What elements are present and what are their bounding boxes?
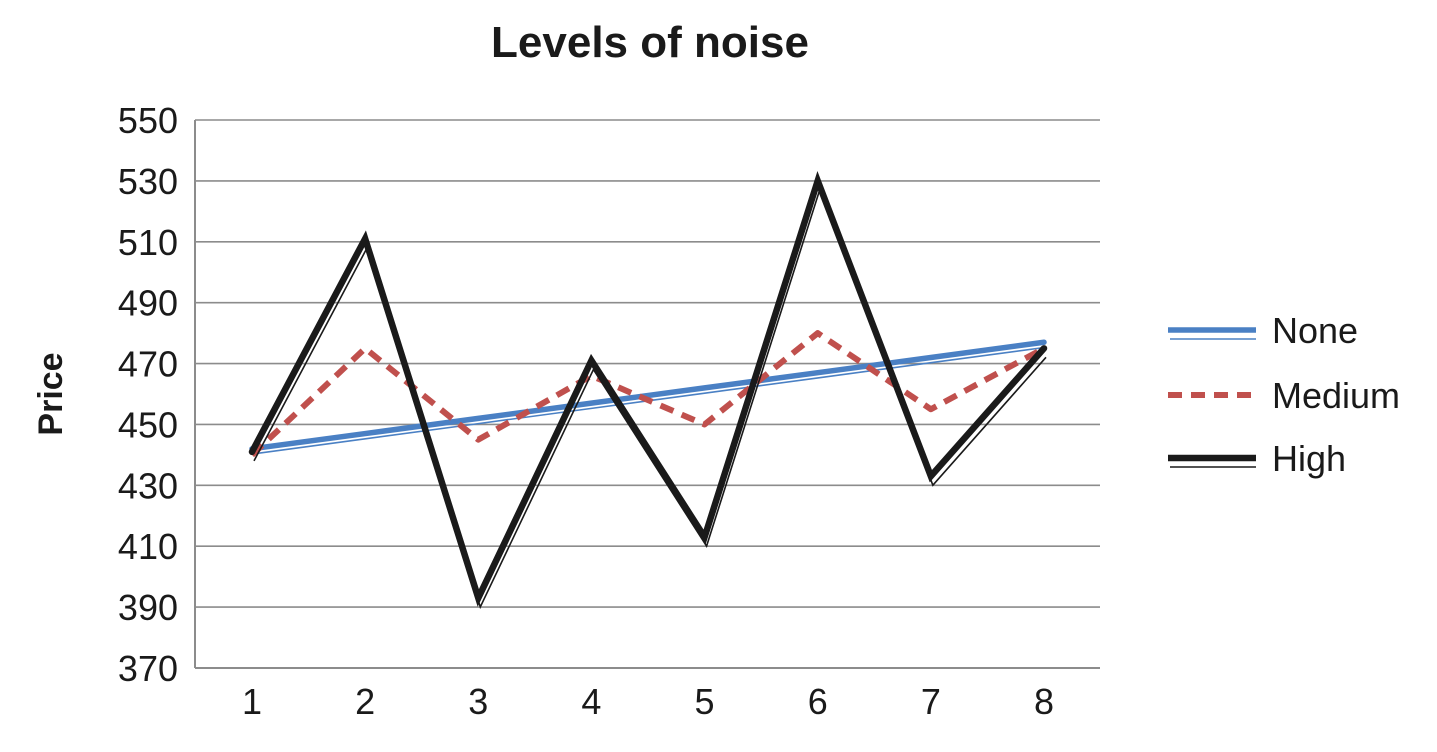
x-tick-label: 8 xyxy=(1034,681,1054,722)
x-tick-label: 1 xyxy=(242,681,262,722)
x-tick-label: 4 xyxy=(581,681,601,722)
y-tick-label: 390 xyxy=(118,587,178,628)
y-tick-label: 370 xyxy=(118,648,178,689)
legend-label-medium: Medium xyxy=(1272,375,1400,416)
y-axis-label: Price xyxy=(32,352,70,435)
y-tick-label: 490 xyxy=(118,283,178,324)
x-tick-label: 5 xyxy=(695,681,715,722)
series-line-none xyxy=(249,339,1047,452)
y-tick-label: 530 xyxy=(118,161,178,202)
tick-labels: 370 390 410 430 450 470 490 510 530 550 1 2 3 4 5 6 7 8 xyxy=(118,100,1054,722)
y-tick-label: 470 xyxy=(118,344,178,385)
gridlines xyxy=(195,119,1100,608)
chart-title: Levels of noise xyxy=(491,18,809,67)
series-lines xyxy=(248,171,1048,610)
x-tick-label: 2 xyxy=(355,681,375,722)
y-tick-label: 430 xyxy=(118,465,178,506)
series-line-medium xyxy=(249,330,1046,458)
x-tick-label: 6 xyxy=(808,681,828,722)
legend-label-none: None xyxy=(1272,310,1358,351)
y-tick-label: 550 xyxy=(118,100,178,141)
legend-label-high: High xyxy=(1272,438,1346,479)
axes xyxy=(194,120,1100,669)
series-line-high xyxy=(248,171,1048,607)
legend: None Medium High xyxy=(1168,310,1400,479)
x-tick-label: 7 xyxy=(921,681,941,722)
y-tick-label: 450 xyxy=(118,404,178,445)
y-tick-label: 510 xyxy=(118,222,178,263)
y-tick-label: 410 xyxy=(118,526,178,567)
x-tick-label: 3 xyxy=(468,681,488,722)
